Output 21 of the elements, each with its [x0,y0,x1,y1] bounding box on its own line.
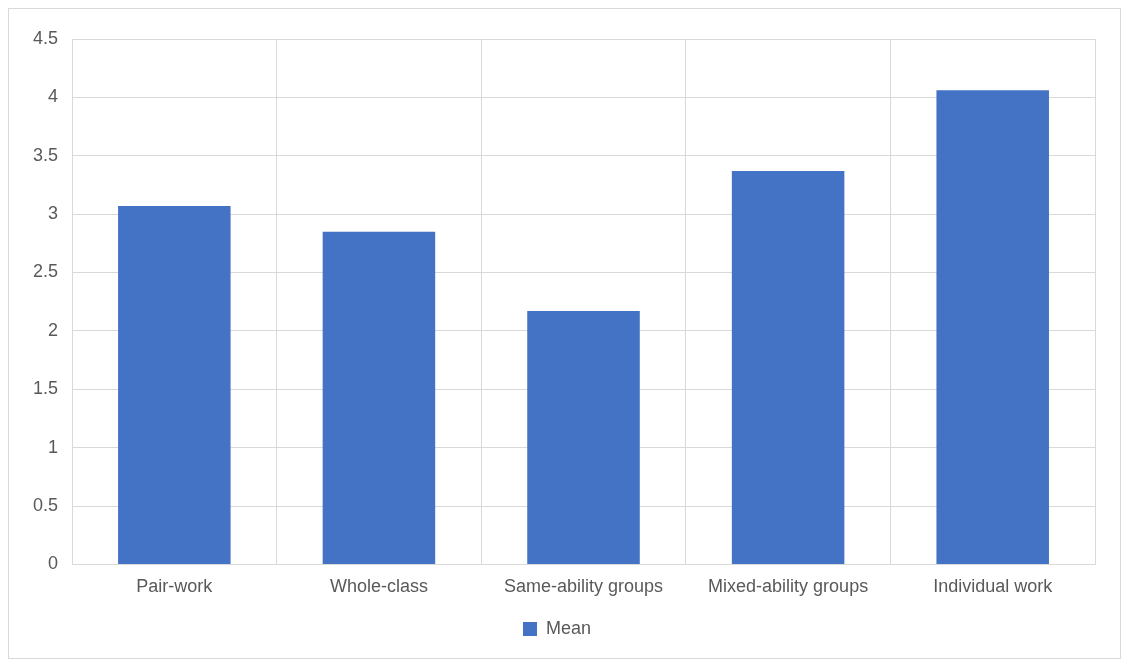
y-tick-label: 3 [48,203,59,224]
bar [527,311,640,564]
y-tick-label: 0 [48,553,59,574]
y-tick-label: 4.5 [32,27,59,48]
y-tick-label: 2.5 [32,261,59,282]
y-tick-label: 1 [48,436,59,457]
y-tick-label: 4 [48,86,59,107]
bar [322,231,436,564]
legend-label: Mean [545,617,592,638]
x-tick-label: Same-ability groups [503,576,664,597]
y-tick-label: 2 [48,319,59,340]
x-tick-label: Individual work [933,576,1054,597]
y-tick-label: 0.5 [32,494,59,515]
y-tick-label: 3.5 [32,144,59,165]
x-tick-label: Whole-class [329,576,428,597]
bar [731,170,845,564]
bar [118,205,231,564]
y-tick-label: 1.5 [32,378,59,399]
bar [936,90,1049,564]
x-tick-label: Pair-work [136,576,214,597]
x-tick-label: Mixed-ability groups [708,576,869,597]
